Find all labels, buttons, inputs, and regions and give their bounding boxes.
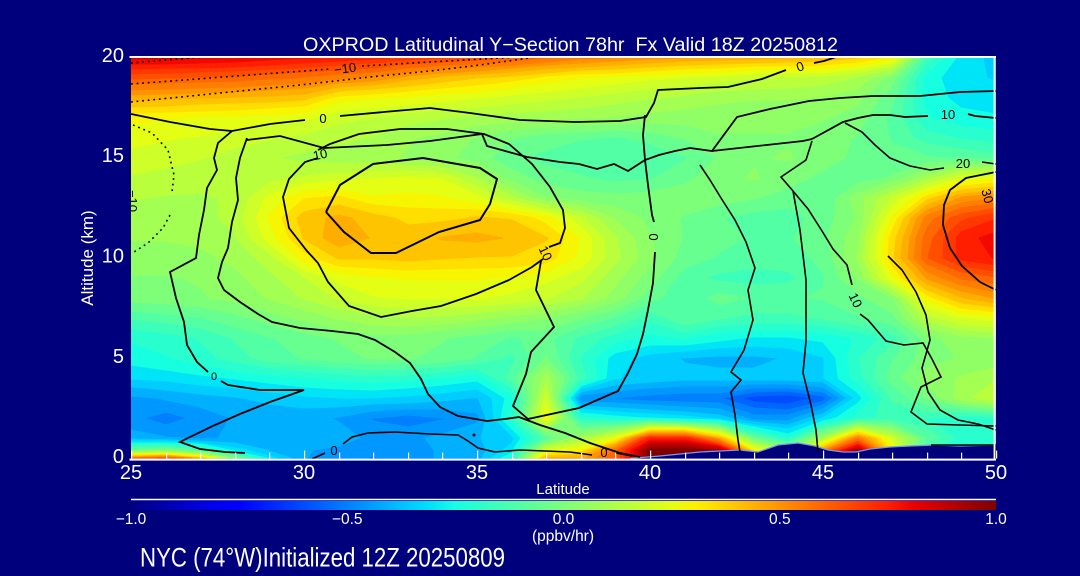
svg-text:10: 10	[941, 107, 955, 122]
svg-text:1.0: 1.0	[985, 511, 1007, 528]
svg-text:20: 20	[102, 45, 124, 67]
svg-text:10: 10	[846, 290, 866, 309]
svg-text:Latitude: Latitude	[536, 481, 589, 498]
svg-text:0: 0	[600, 445, 607, 460]
svg-text:30: 30	[978, 187, 996, 205]
svg-text:−10: −10	[333, 60, 357, 78]
svg-text:0: 0	[319, 111, 326, 126]
svg-text:0: 0	[794, 58, 806, 75]
svg-text:10: 10	[311, 146, 328, 164]
svg-text:0: 0	[211, 371, 217, 383]
svg-text:50: 50	[985, 462, 1007, 484]
svg-text:NYC (74°W)Initialized 12Z 2025: NYC (74°W)Initialized 12Z 20250809	[140, 543, 505, 573]
svg-text:45: 45	[812, 462, 834, 484]
svg-text:40: 40	[639, 462, 661, 484]
svg-text:25: 25	[120, 462, 142, 484]
svg-text:(ppbv/hr): (ppbv/hr)	[532, 528, 594, 545]
svg-text:0.0: 0.0	[553, 511, 575, 528]
svg-text:0.5: 0.5	[769, 511, 791, 528]
svg-text:Altitude (km): Altitude (km)	[78, 210, 97, 305]
svg-text:30: 30	[293, 462, 315, 484]
svg-text:−0.5: −0.5	[332, 511, 363, 528]
svg-text:0: 0	[330, 443, 337, 458]
svg-text:−1.0: −1.0	[116, 511, 147, 528]
svg-text:0: 0	[113, 446, 124, 468]
svg-text:10: 10	[536, 243, 556, 262]
svg-text:15: 15	[102, 145, 124, 167]
svg-text:10: 10	[102, 246, 124, 268]
svg-text:20: 20	[956, 156, 970, 171]
svg-text:0: 0	[646, 233, 661, 240]
svg-text:−10: −10	[125, 190, 140, 212]
svg-text:OXPROD Latitudinal Y−Section 7: OXPROD Latitudinal Y−Section 78hr Fx Val…	[303, 34, 838, 56]
svg-text:5: 5	[113, 346, 124, 368]
svg-text:35: 35	[466, 462, 488, 484]
